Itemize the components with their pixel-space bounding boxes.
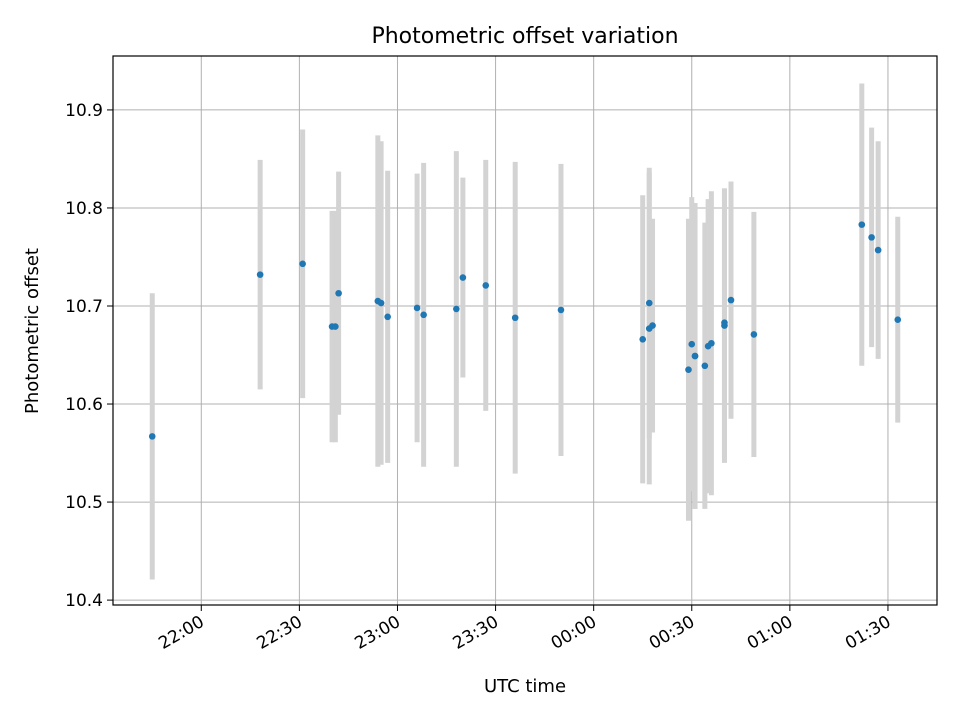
- data-point: [453, 305, 460, 313]
- data-point: [894, 316, 902, 324]
- data-point: [256, 271, 264, 278]
- y-tick-label: 10.8: [65, 199, 103, 219]
- data-point: [384, 313, 391, 321]
- data-point: [721, 319, 728, 326]
- data-point: [645, 299, 653, 307]
- data-point: [335, 289, 342, 297]
- data-point: [701, 362, 709, 370]
- data-point: [688, 340, 696, 348]
- data-point: [377, 299, 385, 307]
- x-axis-label: UTC time: [484, 676, 566, 697]
- y-tick-label: 10.5: [65, 493, 103, 513]
- data-points: [148, 221, 902, 440]
- data-point: [482, 282, 490, 289]
- data-point: [868, 234, 875, 241]
- data-point: [557, 306, 565, 314]
- data-point: [420, 311, 427, 319]
- data-point: [727, 296, 735, 304]
- y-tick-label: 10.4: [65, 591, 103, 611]
- y-axis-label: Photometric offset: [22, 248, 43, 414]
- data-point: [691, 352, 699, 360]
- y-tick-label: 10.7: [65, 297, 103, 317]
- data-point: [148, 433, 156, 440]
- data-point: [874, 246, 882, 254]
- data-point: [708, 339, 715, 347]
- data-point: [649, 322, 656, 329]
- y-tick-label: 10.6: [65, 395, 103, 415]
- data-point: [639, 336, 647, 343]
- y-tick-label: 10.9: [65, 101, 103, 121]
- data-point: [459, 274, 467, 281]
- data-point: [511, 314, 519, 322]
- data-point: [299, 260, 306, 268]
- plot-area-frame: [112, 55, 938, 606]
- chart-title: Photometric offset variation: [371, 24, 678, 49]
- data-point: [413, 304, 421, 312]
- y-axis: 10.4 10.5 10.6 10.7 10.8 10.9: [65, 101, 113, 611]
- data-point: [332, 323, 339, 330]
- data-point: [858, 221, 866, 228]
- data-point: [750, 331, 758, 338]
- data-point: [685, 366, 692, 374]
